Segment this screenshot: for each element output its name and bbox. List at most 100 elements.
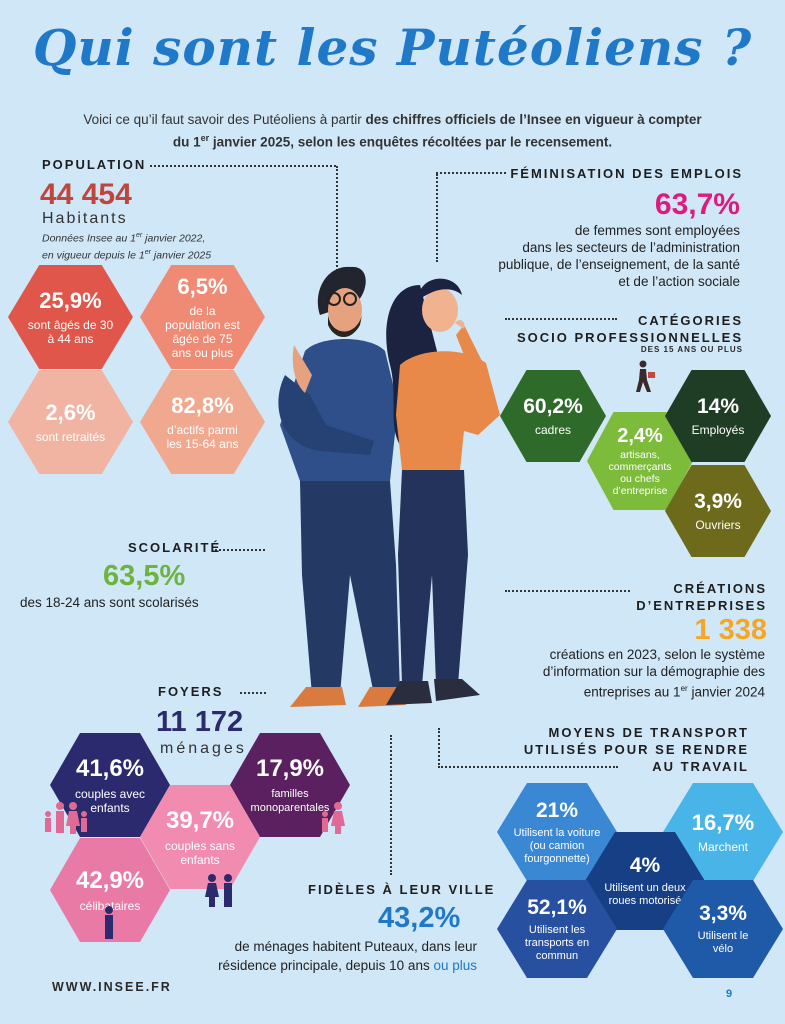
- intro-line2-sup: er: [200, 133, 210, 143]
- population-vdots: [336, 166, 338, 291]
- hex-text: Employés: [691, 423, 745, 437]
- hex-text: Ouvriers: [695, 518, 741, 532]
- hex-text: de la population est âgée de 75 ans ou p…: [165, 304, 240, 360]
- categories-sub: DES 15 ANS OU PLUS: [640, 345, 743, 354]
- population-value: 44 454: [40, 178, 132, 211]
- intro-line2-b: janvier 2025, selon les enquêtes récolté…: [209, 134, 613, 150]
- creations-line3-sup: er: [680, 684, 688, 693]
- hex-value: 6,5%: [177, 274, 228, 299]
- categories-dots: [505, 318, 617, 320]
- categories-heading2: SOCIO PROFESSIONNELLES: [516, 330, 743, 345]
- family-icon: [45, 802, 87, 834]
- hex-text: familles monoparentales: [250, 788, 330, 814]
- hex-value: 42,9%: [75, 867, 145, 894]
- intro-line1-b: des chiffres officiels de l’Insee en vig…: [365, 112, 702, 127]
- fideles-line2-a: résidence principale, depuis 10 ans: [218, 958, 434, 973]
- intro-line1-a: Voici ce qu’il faut savoir des Putéolien…: [83, 112, 366, 127]
- person-icon: [105, 906, 113, 939]
- feminisation-line: dans les secteurs de l’administration: [522, 240, 740, 255]
- population-note1-a: Données Insee au 1: [42, 232, 136, 245]
- scolarite-heading: SCOLARITÉ: [128, 540, 222, 555]
- people-illustration: [278, 266, 500, 707]
- feminisation-line: publique, de l’enseignement, de la santé: [498, 257, 740, 272]
- population-note2-sup: er: [144, 248, 151, 256]
- scolarite-text: des 18-24 ans sont scolarisés: [20, 595, 199, 610]
- hex-value: 14%: [696, 395, 740, 418]
- population-note1-sup: er: [136, 232, 143, 239]
- hex-value: 25,9%: [39, 288, 102, 313]
- hex-text: d’actifs parmi les 15-64 ans: [166, 423, 239, 451]
- categories-hex-3: 14% Employés: [665, 370, 771, 462]
- creations-dots: [505, 590, 630, 592]
- walking-worker-icon: [636, 360, 655, 392]
- feminisation-heading: FÉMINISATION DES EMPLOIS: [510, 166, 743, 181]
- categories-hex-4: 3,9% Ouvriers: [665, 465, 771, 557]
- hex-text: Utilisent les transports en commun: [524, 923, 590, 962]
- foyers-dots: [240, 692, 266, 694]
- foyers-heading: FOYERS: [158, 684, 224, 699]
- creations-text: créations en 2023, selon le système d’in…: [543, 646, 765, 701]
- creations-line3-b: janvier 2024: [687, 684, 765, 700]
- woman-figure: [386, 278, 500, 705]
- hex-text: artisans, commerçants ou chefs d’entrepr…: [608, 449, 672, 497]
- feminisation-line: de femmes sont employées: [574, 223, 740, 238]
- fideles-line2-b: ou plus: [433, 958, 477, 973]
- hex-text: célibataires: [79, 899, 141, 913]
- hex-value: 2,4%: [617, 425, 663, 447]
- creations-heading: CRÉATIONS D’ENTREPRISES: [636, 580, 767, 614]
- hex-value: 3,9%: [694, 490, 742, 513]
- footer-source[interactable]: WWW.INSEE.FR: [52, 980, 172, 994]
- transport-heading: MOYENS DE TRANSPORT UTILISÉS POUR SE REN…: [524, 724, 749, 775]
- hex-value: 52,1%: [527, 895, 587, 919]
- fideles-vdots: [390, 735, 392, 875]
- population-note1-b: janvier 2022,: [142, 232, 206, 245]
- creations-line2: d’information sur la démographie des: [542, 664, 765, 679]
- hex-text: Marchent: [697, 840, 749, 854]
- intro-text: Voici ce qu’il faut savoir des Putéolien…: [60, 110, 725, 152]
- hex-value: 16,7%: [691, 810, 755, 835]
- transport-heading1: MOYENS DE TRANSPORT: [548, 725, 749, 740]
- population-hex-1: 25,9% sont âgés de 30 à 44 ans: [8, 265, 133, 369]
- hex-value: 60,2%: [523, 395, 583, 418]
- intro-line2-a: du 1: [172, 134, 201, 150]
- foyers-value: 11 172: [156, 706, 244, 738]
- hex-text: Utilisent le vélo: [697, 930, 749, 955]
- hex-value: 3,3%: [699, 902, 747, 925]
- hex-text: cadres: [534, 423, 572, 437]
- creations-line1: créations en 2023, selon le système: [549, 647, 765, 662]
- creations-heading1: CRÉATIONS: [673, 581, 767, 596]
- foyers-unit: ménages: [160, 740, 247, 757]
- categories-heading: CATÉGORIES SOCIO PROFESSIONNELLES: [517, 312, 743, 346]
- population-heading: POPULATION: [42, 157, 147, 172]
- page-title: Qui sont les Putéoliens ?: [32, 18, 753, 77]
- population-note: Données Insee au 1er janvier 2022, en vi…: [42, 229, 211, 262]
- hex-text: sont âgés de 30 à 44 ans: [27, 318, 114, 346]
- population-hex-4: 82,8% d’actifs parmi les 15-64 ans: [140, 370, 265, 474]
- scolarite-value: 63,5%: [103, 560, 186, 592]
- hex-value: 17,9%: [255, 755, 325, 782]
- page-number: 9: [726, 988, 733, 1000]
- transport-vdots: [438, 728, 440, 768]
- creations-value: 1 338: [694, 614, 767, 646]
- population-unit: Habitants: [42, 210, 128, 227]
- population-dots: [150, 165, 336, 167]
- hex-value: 41,6%: [75, 755, 145, 782]
- population-hex-3: 2,6% sont retraités: [8, 370, 133, 474]
- population-hex-2: 6,5% de la population est âgée de 75 ans…: [140, 265, 265, 369]
- population-note2-b: janvier 2025: [150, 249, 212, 261]
- transport-dots: [438, 766, 618, 768]
- scolarite-dots: [215, 549, 265, 551]
- transport-heading3: AU TRAVAIL: [652, 759, 749, 774]
- single-parent-icon: [322, 802, 345, 834]
- fideles-heading: FIDÈLES À LEUR VILLE: [308, 882, 496, 897]
- hex-value: 39,7%: [165, 807, 235, 834]
- feminisation-dots: [436, 172, 506, 174]
- couple-icon: [205, 874, 232, 907]
- creations-line3-a: entreprises au 1: [583, 684, 681, 700]
- fideles-line1: de ménages habitent Puteaux, dans leur: [234, 939, 477, 954]
- categories-heading1: CATÉGORIES: [638, 313, 743, 328]
- feminisation-line: et de l’action sociale: [618, 274, 740, 289]
- fideles-text: de ménages habitent Puteaux, dans leur r…: [218, 937, 477, 975]
- hex-text: sont retraités: [35, 430, 106, 444]
- feminisation-text: de femmes sont employées dans les secteu…: [498, 222, 740, 290]
